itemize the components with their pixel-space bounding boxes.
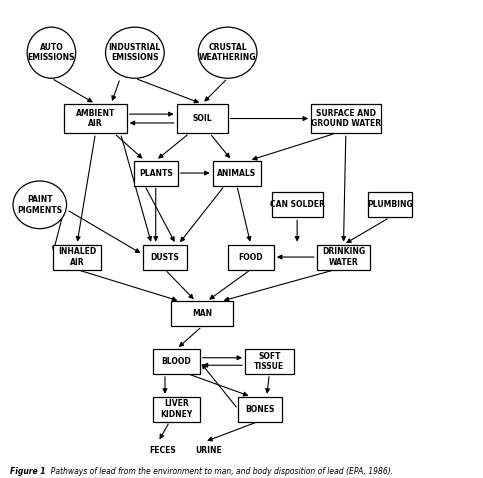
Text: CRUSTAL
WEATHERING: CRUSTAL WEATHERING [199,43,256,63]
Bar [154,397,200,422]
Ellipse shape [105,27,164,78]
Text: URINE: URINE [196,445,222,455]
Text: AUTO
EMISSIONS: AUTO EMISSIONS [28,43,75,63]
Bar [154,349,200,374]
Text: PAINT
PIGMENTS: PAINT PIGMENTS [17,195,62,215]
Text: SOIL: SOIL [192,114,212,123]
Text: PLUMBING: PLUMBING [367,200,413,209]
Bar [53,245,101,270]
Text: DUSTS: DUSTS [151,252,179,261]
Bar [134,161,178,185]
Text: CAN SOLDER: CAN SOLDER [270,200,325,209]
Bar [213,161,261,185]
Text: ANIMALS: ANIMALS [217,169,256,177]
Bar [245,349,294,374]
Bar [177,104,227,133]
Ellipse shape [198,27,257,78]
Text: FECES: FECES [149,445,176,455]
Bar [368,192,412,217]
Text: INHALED
AIR: INHALED AIR [58,247,96,267]
Bar [238,397,282,422]
Ellipse shape [27,27,76,78]
Text: MAN: MAN [192,309,212,318]
Text: BONES: BONES [245,405,275,413]
Text: BLOOD: BLOOD [162,357,191,366]
Bar [64,104,127,133]
Bar [317,245,370,270]
Ellipse shape [13,181,67,228]
Text: PLANTS: PLANTS [139,169,172,177]
Text: Figure 1: Figure 1 [10,467,45,476]
Bar [227,245,274,270]
Text: FOOD: FOOD [239,252,263,261]
Text: DRINKING
WATER: DRINKING WATER [322,247,365,267]
Text: LIVER
KIDNEY: LIVER KIDNEY [160,400,193,419]
Text: Pathways of lead from the environment to man, and body disposition of lead (EPA,: Pathways of lead from the environment to… [46,467,393,476]
Bar [171,301,233,326]
Text: SURFACE AND
GROUND WATER: SURFACE AND GROUND WATER [311,109,381,128]
Text: AMBIENT
AIR: AMBIENT AIR [76,109,115,128]
Text: INDUSTRIAL
EMISSIONS: INDUSTRIAL EMISSIONS [109,43,161,63]
Bar [143,245,187,270]
Bar [311,104,381,133]
Text: SOFT
TISSUE: SOFT TISSUE [254,352,284,371]
Bar [271,192,323,217]
